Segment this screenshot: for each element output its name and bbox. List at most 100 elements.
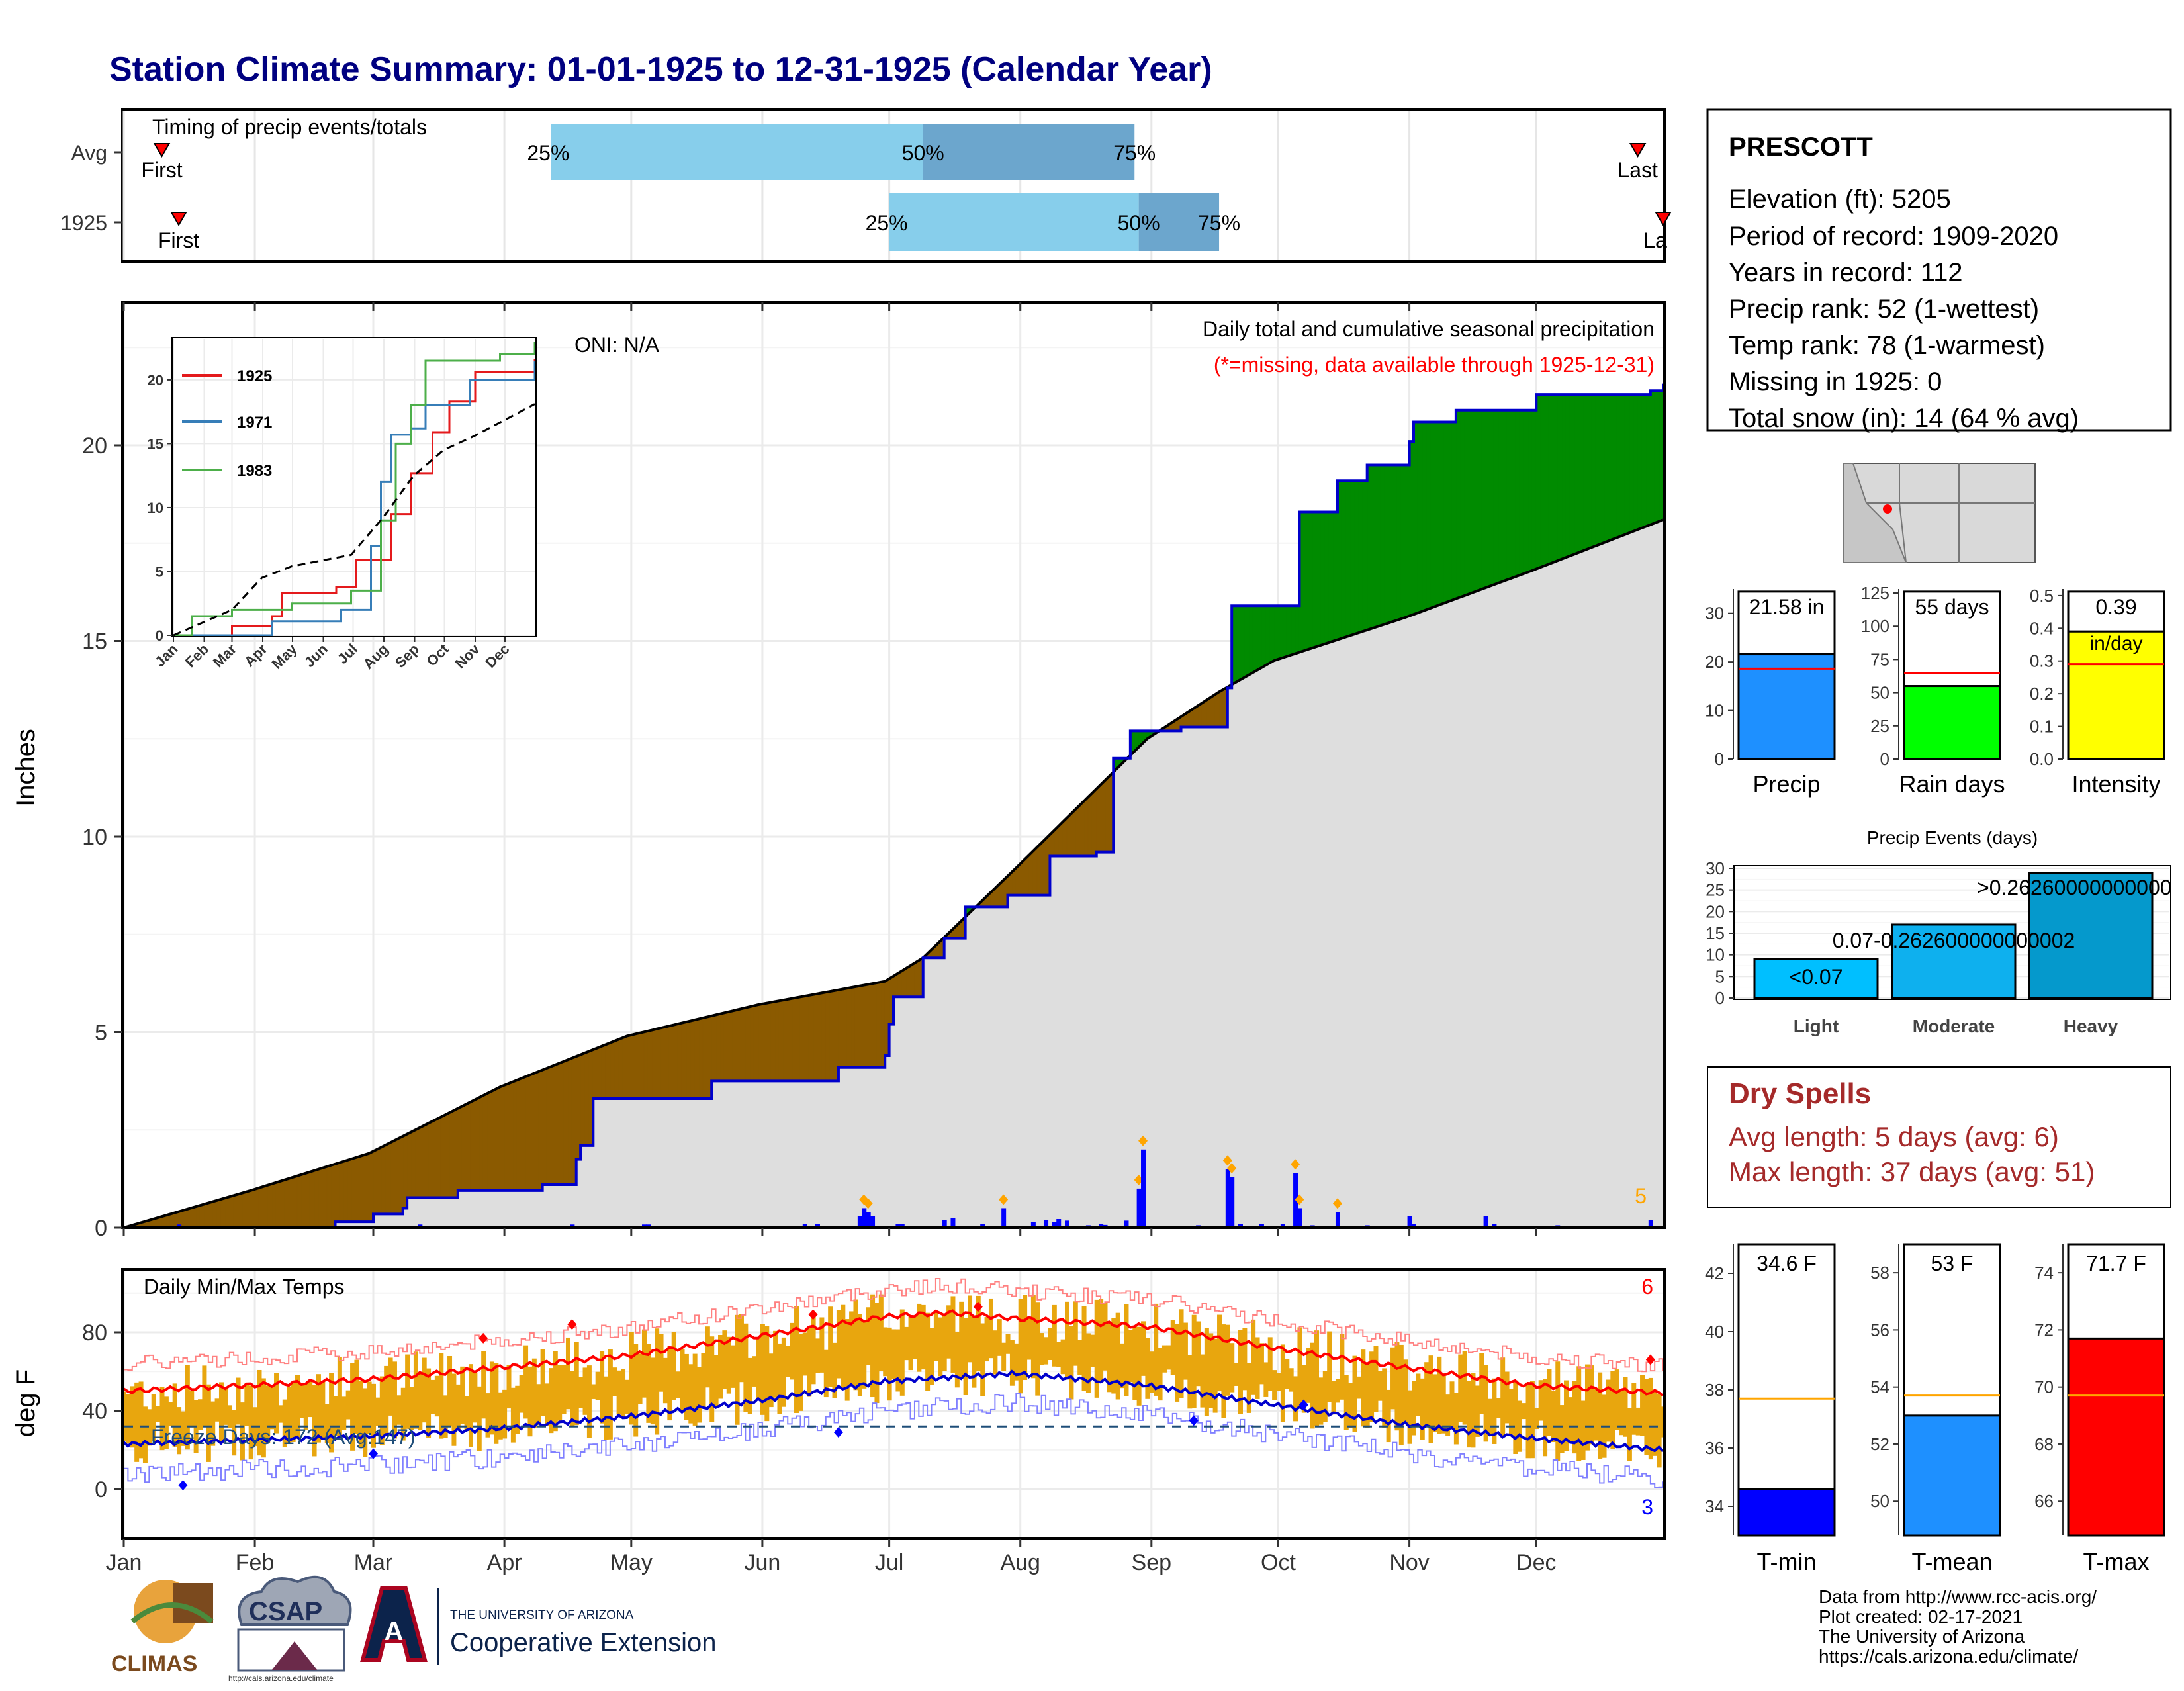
surplus-segment — [1489, 410, 1494, 587]
daily-temp-bar — [637, 1353, 643, 1404]
daily-temp-bar — [722, 1330, 727, 1389]
deficit-segment — [643, 1030, 649, 1099]
surplus-segment — [1464, 410, 1469, 596]
event-bar-light — [1753, 958, 1879, 999]
daily-temp-bar — [980, 1323, 985, 1396]
daily-temp-bar — [815, 1338, 820, 1373]
event-name-light: Light — [1794, 1016, 1839, 1036]
daily-temp-bar — [811, 1312, 816, 1385]
last-marker-1925 — [1655, 212, 1672, 226]
deficit-segment — [770, 1001, 776, 1081]
daily-temp-bar — [396, 1395, 402, 1425]
daily-temp-bar — [1132, 1325, 1138, 1400]
surplus-segment — [1582, 394, 1588, 552]
station-info-frame — [1706, 108, 2172, 432]
deficit-segment — [796, 996, 801, 1081]
precip-description: Daily total and cumulative seasonal prec… — [1203, 317, 1655, 341]
surplus-segment — [1244, 605, 1250, 678]
daily-temp-bar — [1204, 1328, 1209, 1416]
daily-temp-bar — [1458, 1354, 1463, 1422]
daily-temp-bar — [536, 1384, 541, 1426]
deficit-segment — [487, 1090, 492, 1191]
daily-temp-bar — [400, 1387, 406, 1441]
daily-temp-bar — [1525, 1382, 1531, 1459]
daily-temp-bar — [1343, 1375, 1349, 1430]
summary-name-intensity: Intensity — [2071, 770, 2160, 798]
daily-temp-bar — [1259, 1343, 1264, 1385]
daily-temp-bar — [777, 1343, 782, 1414]
deficit-segment — [850, 986, 856, 1068]
dry-spells-title: Dry Spells — [1729, 1077, 1871, 1110]
deficit-segment — [504, 1083, 509, 1191]
deficit-segment — [398, 1135, 404, 1214]
daily-temp-bar — [819, 1317, 825, 1373]
daily-temp-bar — [565, 1337, 570, 1410]
daily-temp-bar — [794, 1306, 799, 1413]
daily-precip-bar — [870, 1216, 876, 1228]
daily-temp-bar — [988, 1298, 993, 1359]
csap-url: http://cals.arizona.edu/climate — [228, 1674, 334, 1683]
deficit-segment — [537, 1069, 543, 1191]
temp-summary-tick-label-tmean: 50 — [1870, 1491, 1889, 1511]
daily-temp-bar — [1648, 1377, 1653, 1460]
surplus-segment — [1523, 410, 1529, 574]
summary-tick-label-precip: 0 — [1715, 749, 1724, 769]
station-name: PRESCOTT — [1729, 132, 1873, 161]
extreme-precip-marker — [1332, 1198, 1342, 1209]
daily-temp-bar — [1120, 1343, 1125, 1389]
surplus-segment — [1595, 394, 1600, 547]
daily-temp-bar — [1293, 1376, 1298, 1422]
surplus-segment — [1261, 605, 1266, 668]
surplus-segment — [1349, 480, 1355, 636]
daily-temp-bar — [439, 1353, 444, 1439]
deficit-segment — [461, 1103, 467, 1191]
daily-temp-bar — [464, 1396, 469, 1432]
daily-temp-bar — [701, 1353, 706, 1407]
daily-temp-bar — [515, 1385, 520, 1434]
station-snow: Total snow (in): 14 (64 % avg) — [1729, 404, 2079, 433]
timing-label-50-Avg: 50% — [902, 141, 944, 165]
daily-temp-bar — [519, 1375, 524, 1413]
daily-temp-bar — [662, 1357, 668, 1404]
surplus-segment — [1561, 394, 1567, 560]
daily-temp-bar — [236, 1377, 241, 1425]
precip-events-title: Precip Events (days) — [1867, 827, 2038, 848]
deficit-segment — [377, 1146, 383, 1214]
daily-temp-bar — [752, 1356, 757, 1387]
surplus-segment — [1604, 394, 1609, 543]
deficit-segment — [508, 1081, 514, 1191]
summary-value-precip: 21.58 in — [1749, 595, 1825, 619]
daily-precip-bar — [1099, 1224, 1104, 1228]
deficit-segment — [390, 1140, 395, 1214]
deficit-segment — [1105, 775, 1110, 853]
daily-temp-bar — [545, 1383, 550, 1426]
extreme-precip-marker — [1291, 1159, 1300, 1170]
daily-temp-bar — [1014, 1343, 1019, 1381]
surplus-segment — [1257, 605, 1262, 671]
deficit-segment — [335, 1162, 340, 1222]
surplus-segment — [1459, 410, 1465, 598]
deficit-segment — [288, 1177, 294, 1228]
deficit-segment — [415, 1127, 420, 1198]
daily-temp-bar — [1538, 1380, 1543, 1421]
daily-precip-bar — [857, 1216, 862, 1228]
summary-name-rain_days: Rain days — [1899, 770, 2005, 798]
daily-temp-bar — [1191, 1314, 1197, 1409]
surplus-segment — [1375, 465, 1381, 628]
daily-temp-bar — [384, 1365, 389, 1436]
record-high-marker — [478, 1332, 488, 1344]
daily-precip-bar — [862, 1208, 867, 1228]
surplus-segment — [1388, 465, 1393, 624]
events-ytick-label: 15 — [1706, 923, 1725, 943]
daily-temp-bar — [1136, 1326, 1142, 1406]
summary-bar-intensity — [2067, 630, 2165, 760]
daily-temp-bar — [1141, 1321, 1146, 1376]
daily-temp-bar — [1225, 1324, 1230, 1396]
month-label-Sep: Sep — [1132, 1550, 1172, 1575]
inset-frame — [171, 337, 537, 637]
daily-temp-bar — [921, 1304, 926, 1370]
daily-temp-bar — [1272, 1370, 1277, 1400]
daily-temp-bar — [709, 1336, 715, 1422]
daily-temp-bar — [1018, 1299, 1023, 1394]
deficit-segment — [1091, 788, 1097, 857]
